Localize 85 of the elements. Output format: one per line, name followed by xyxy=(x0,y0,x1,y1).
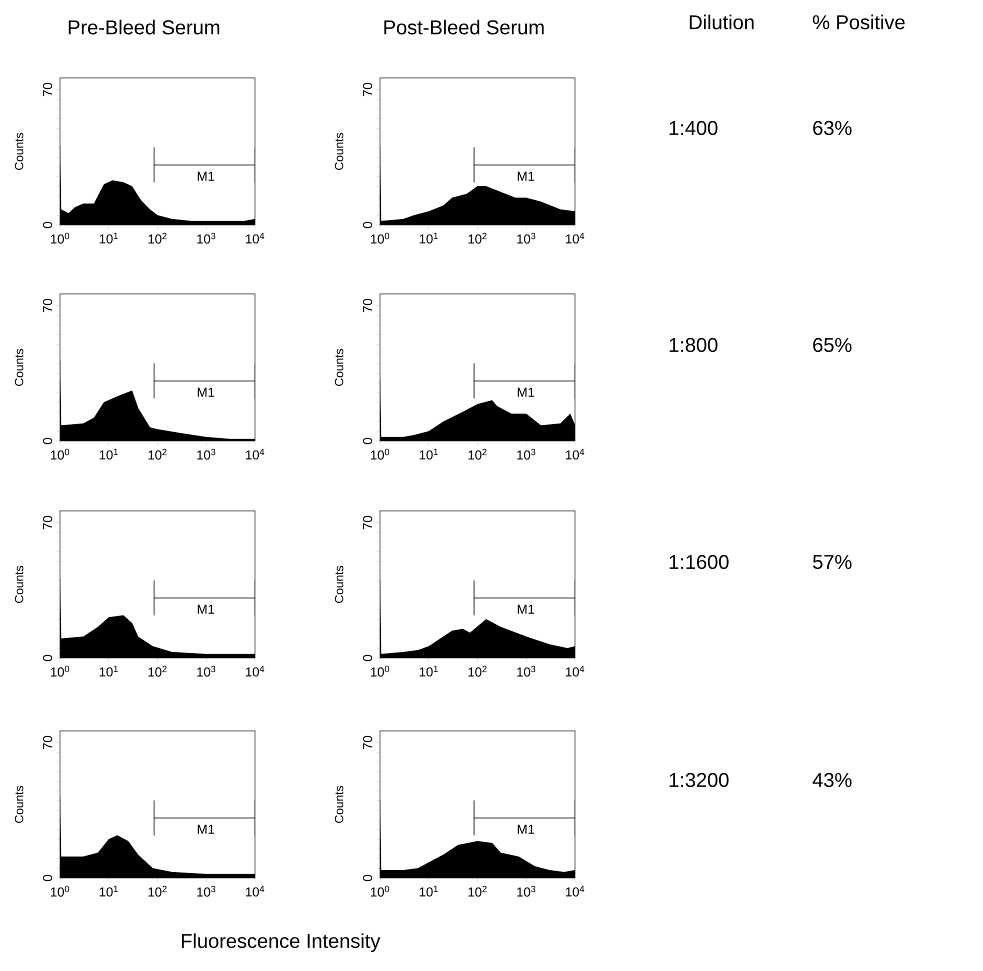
y-axis-title: Counts xyxy=(334,786,344,823)
text: 63% xyxy=(813,120,852,136)
text: 1:1600 xyxy=(670,554,729,570)
series-label: M1 xyxy=(198,388,214,397)
x-tick-label: 10$^{3}$ xyxy=(517,886,536,897)
x-tick-label: 10$^{2}$ xyxy=(468,666,487,677)
text: 65% xyxy=(813,338,852,352)
text: 1:400 xyxy=(670,120,718,136)
chart-title: Post-Bleed Serum xyxy=(384,20,544,34)
x-tick-label: 10$^{2}$ xyxy=(468,448,487,460)
y-tick-label: 0 xyxy=(363,222,372,228)
x-tick-label: 10$^{0}$ xyxy=(50,886,70,897)
x-tick-label: 10$^{1}$ xyxy=(420,448,438,460)
series-label: M1 xyxy=(198,604,214,614)
x-tick-label: 10$^{4}$ xyxy=(566,232,584,244)
y-tick-label: 0 xyxy=(43,222,52,228)
x-tick-label: 10$^{1}$ xyxy=(420,886,438,897)
series-label: M1 xyxy=(198,172,214,181)
x-tick-label: 10$^{1}$ xyxy=(420,232,438,244)
series-label: M1 xyxy=(518,172,534,181)
x-tick-label: 10$^{3}$ xyxy=(197,886,216,897)
y-tick-label: 70 xyxy=(363,298,372,312)
y-tick-label: 70 xyxy=(43,298,52,312)
x-tick-label: 10$^{0}$ xyxy=(50,232,70,244)
x-tick-label: 10$^{4}$ xyxy=(246,448,264,460)
text: 1:3200 xyxy=(670,772,729,788)
y-axis-title: Counts xyxy=(14,566,24,603)
series-label: M1 xyxy=(518,388,534,397)
series-label: M1 xyxy=(518,824,534,834)
x-tick-label: 10$^{4}$ xyxy=(246,666,264,677)
x-tick-label: 10$^{3}$ xyxy=(517,448,536,460)
y-tick-label: 0 xyxy=(43,874,52,882)
x-tick-label: 10$^{4}$ xyxy=(246,232,264,244)
x-tick-label: 10$^{2}$ xyxy=(148,448,167,460)
y-axis-title: Counts xyxy=(14,132,24,170)
y-axis-title: Counts xyxy=(14,786,24,823)
x-tick-label: 10$^{1}$ xyxy=(100,448,118,460)
x-tick-label: 10$^{2}$ xyxy=(148,886,167,897)
text: 43% xyxy=(812,772,852,788)
x-tick-label: 10$^{0}$ xyxy=(370,666,390,677)
x-axis-title: Fluorescence Intensity xyxy=(182,933,380,952)
x-tick-label: 10$^{2}$ xyxy=(148,232,167,244)
y-tick-label: 70 xyxy=(43,516,52,530)
y-tick-label: 0 xyxy=(363,438,372,444)
chart-title: Pre-Bleed Serum xyxy=(68,20,220,34)
text: Dilution xyxy=(690,14,754,30)
x-tick-label: 10$^{2}$ xyxy=(148,666,167,677)
x-tick-label: 10$^{2}$ xyxy=(468,886,487,897)
y-tick-label: 70 xyxy=(43,82,52,96)
x-tick-label: 10$^{4}$ xyxy=(566,666,584,677)
y-tick-label: 70 xyxy=(363,736,372,750)
x-tick-label: 10$^{0}$ xyxy=(370,448,390,460)
x-tick-label: 10$^{3}$ xyxy=(517,666,536,677)
y-tick-label: 70 xyxy=(363,82,372,96)
x-tick-label: 10$^{4}$ xyxy=(566,886,584,897)
x-tick-label: 10$^{1}$ xyxy=(100,232,118,244)
x-tick-label: 10$^{0}$ xyxy=(50,666,70,677)
y-tick-label: 0 xyxy=(363,654,372,662)
text: 57% xyxy=(813,554,852,570)
y-axis-title: Counts xyxy=(334,566,344,603)
x-tick-label: 10$^{4}$ xyxy=(566,448,584,460)
x-tick-label: 10$^{3}$ xyxy=(197,666,216,677)
x-tick-label: 10$^{1}$ xyxy=(420,666,438,677)
y-tick-label: 0 xyxy=(43,654,52,662)
x-tick-label: 10$^{3}$ xyxy=(517,232,536,244)
x-tick-label: 10$^{1}$ xyxy=(100,666,118,677)
x-tick-label: 10$^{4}$ xyxy=(246,886,264,897)
text: 1:800 xyxy=(670,338,718,352)
y-axis-title: Counts xyxy=(14,348,24,386)
text: % Positive xyxy=(812,14,905,30)
y-axis-title: Counts xyxy=(334,132,344,170)
series-label: M1 xyxy=(198,824,214,834)
x-tick-label: 10$^{0}$ xyxy=(50,448,70,460)
y-tick-label: 70 xyxy=(43,736,52,750)
x-tick-label: 10$^{0}$ xyxy=(370,886,390,897)
y-tick-label: 0 xyxy=(363,874,372,882)
x-tick-label: 10$^{3}$ xyxy=(197,448,216,460)
series-label: M1 xyxy=(518,604,534,614)
x-tick-label: 10$^{3}$ xyxy=(197,232,216,244)
y-tick-label: 70 xyxy=(363,516,372,530)
x-tick-label: 10$^{1}$ xyxy=(100,886,118,897)
x-tick-label: 10$^{2}$ xyxy=(468,232,487,244)
y-tick-label: 0 xyxy=(43,438,52,444)
x-tick-label: 10$^{0}$ xyxy=(370,232,390,244)
y-axis-title: Counts xyxy=(334,348,344,386)
